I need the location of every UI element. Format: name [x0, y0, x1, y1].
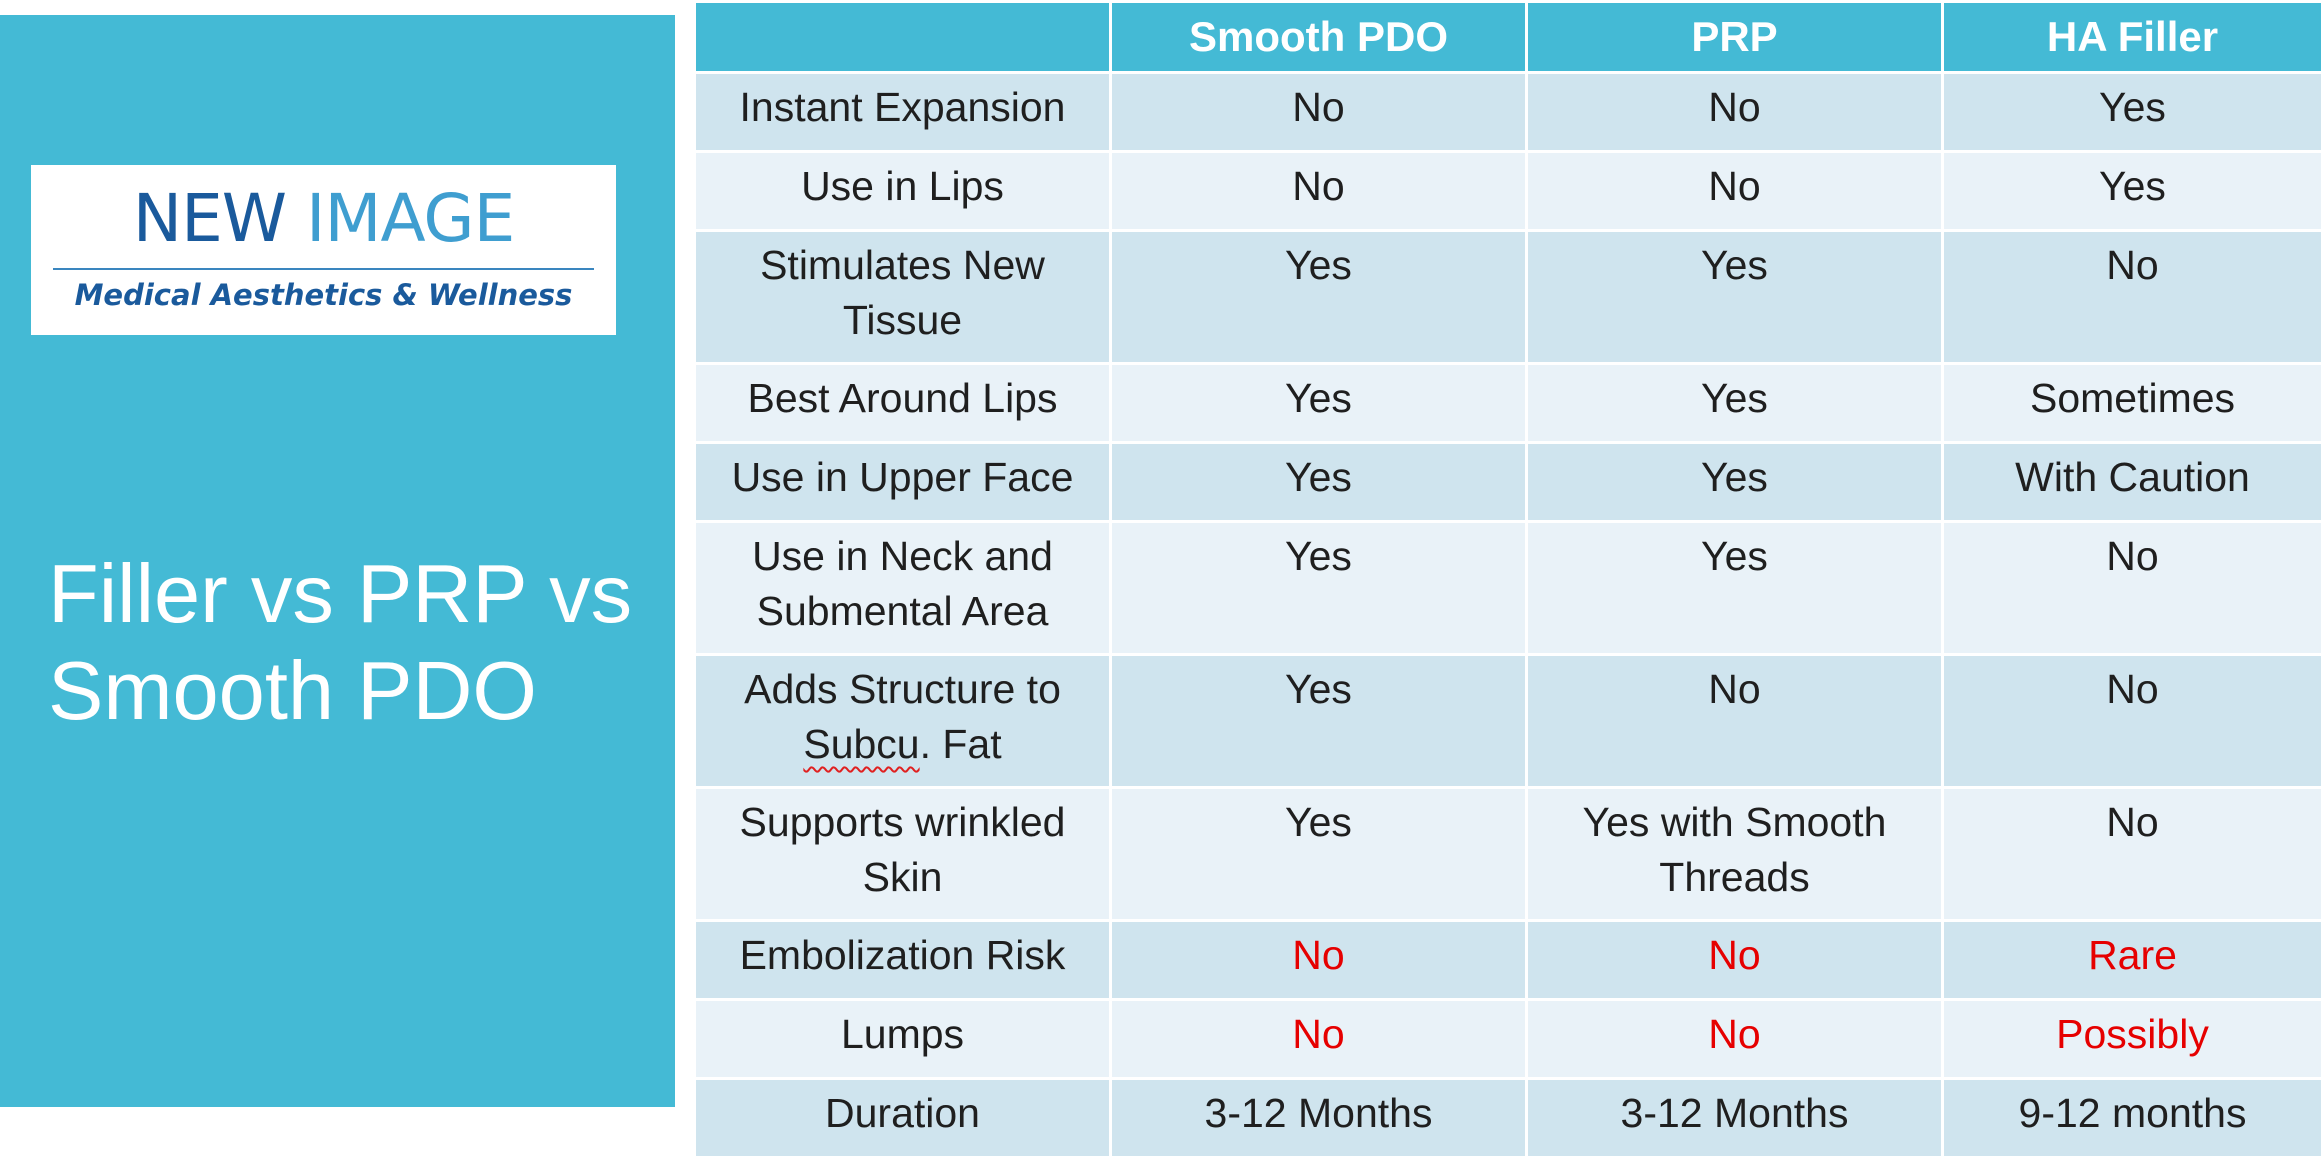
cell-smooth-pdo: Yes	[1111, 443, 1527, 522]
cell-ha-filler: Sometimes	[1943, 364, 2321, 443]
cell-ha-filler: No	[1943, 522, 2321, 655]
logo-divider	[53, 268, 594, 270]
row-feature: Lumps	[695, 1000, 1111, 1079]
table-row: Instant Expansion No No Yes	[695, 73, 2321, 152]
header-feature	[695, 2, 1111, 73]
cell-prp: No	[1527, 921, 1943, 1000]
table-row: Embolization Risk No No Rare	[695, 921, 2321, 1000]
table-row: Best Around Lips Yes Yes Sometimes	[695, 364, 2321, 443]
cell-ha-filler: Yes	[1943, 152, 2321, 231]
slide-title-line-1: Filler vs PRP vs	[48, 547, 632, 640]
left-panel: NEW IMAGE Medical Aesthetics & Wellness …	[0, 15, 675, 1107]
cell-ha-filler: No	[1943, 655, 2321, 788]
cell-prp: 3-12 Months	[1527, 1079, 1943, 1158]
cell-prp: No	[1527, 73, 1943, 152]
header-prp: PRP	[1527, 2, 1943, 73]
row-feature: Use in Upper Face	[695, 443, 1111, 522]
table-row: Duration 3-12 Months 3-12 Months 9-12 mo…	[695, 1079, 2321, 1158]
row-feature: Duration	[695, 1079, 1111, 1158]
table-header-row: Smooth PDO PRP HA Filler	[695, 2, 2321, 73]
cell-prp: Yes	[1527, 443, 1943, 522]
cell-smooth-pdo: Yes	[1111, 364, 1527, 443]
table-row: Stimulates New Tissue Yes Yes No	[695, 231, 2321, 364]
logo-wordmark: NEW IMAGE	[31, 179, 616, 259]
row-feature: Best Around Lips	[695, 364, 1111, 443]
comparison-table: Smooth PDO PRP HA Filler Instant Expansi…	[693, 0, 2321, 1159]
cell-prp: Yes	[1527, 231, 1943, 364]
logo-word-image: IMAGE	[306, 180, 514, 257]
cell-smooth-pdo: No	[1111, 73, 1527, 152]
cell-smooth-pdo: Yes	[1111, 788, 1527, 921]
row-feature: Use in Neck and Submental Area	[695, 522, 1111, 655]
row-feature: Use in Lips	[695, 152, 1111, 231]
table-row: Use in Neck and Submental Area Yes Yes N…	[695, 522, 2321, 655]
cell-smooth-pdo: No	[1111, 152, 1527, 231]
spellcheck-underlined-word: Subcu	[803, 721, 919, 767]
row-feature-text-end: . Fat	[920, 721, 1002, 767]
cell-ha-filler: Yes	[1943, 73, 2321, 152]
cell-prp: Yes with Smooth Threads	[1527, 788, 1943, 921]
logo: NEW IMAGE Medical Aesthetics & Wellness	[31, 165, 616, 335]
table-row: Lumps No No Possibly	[695, 1000, 2321, 1079]
cell-prp: No	[1527, 655, 1943, 788]
row-feature: Instant Expansion	[695, 73, 1111, 152]
slide-title-line-2: Smooth PDO	[48, 644, 537, 737]
cell-ha-filler: No	[1943, 231, 2321, 364]
cell-ha-filler: Rare	[1943, 921, 2321, 1000]
table-row: Adds Structure to Subcu. Fat Yes No No	[695, 655, 2321, 788]
cell-ha-filler: 9-12 months	[1943, 1079, 2321, 1158]
cell-prp: Yes	[1527, 364, 1943, 443]
cell-smooth-pdo: Yes	[1111, 655, 1527, 788]
header-ha-filler: HA Filler	[1943, 2, 2321, 73]
logo-tagline: Medical Aesthetics & Wellness	[31, 275, 616, 315]
row-feature: Adds Structure to Subcu. Fat	[695, 655, 1111, 788]
cell-smooth-pdo: Yes	[1111, 231, 1527, 364]
cell-ha-filler: With Caution	[1943, 443, 2321, 522]
cell-smooth-pdo: No	[1111, 921, 1527, 1000]
row-feature-text: Adds Structure to	[744, 666, 1061, 712]
cell-prp: No	[1527, 1000, 1943, 1079]
row-feature: Stimulates New Tissue	[695, 231, 1111, 364]
cell-prp: Yes	[1527, 522, 1943, 655]
cell-ha-filler: No	[1943, 788, 2321, 921]
table-row: Supports wrinkled Skin Yes Yes with Smoo…	[695, 788, 2321, 921]
table-row: Use in Lips No No Yes	[695, 152, 2321, 231]
row-feature: Supports wrinkled Skin	[695, 788, 1111, 921]
cell-smooth-pdo: 3-12 Months	[1111, 1079, 1527, 1158]
cell-ha-filler: Possibly	[1943, 1000, 2321, 1079]
cell-smooth-pdo: No	[1111, 1000, 1527, 1079]
row-feature: Embolization Risk	[695, 921, 1111, 1000]
logo-word-new: NEW	[133, 180, 286, 257]
cell-prp: No	[1527, 152, 1943, 231]
header-smooth-pdo: Smooth PDO	[1111, 2, 1527, 73]
table-row: Use in Upper Face Yes Yes With Caution	[695, 443, 2321, 522]
cell-smooth-pdo: Yes	[1111, 522, 1527, 655]
